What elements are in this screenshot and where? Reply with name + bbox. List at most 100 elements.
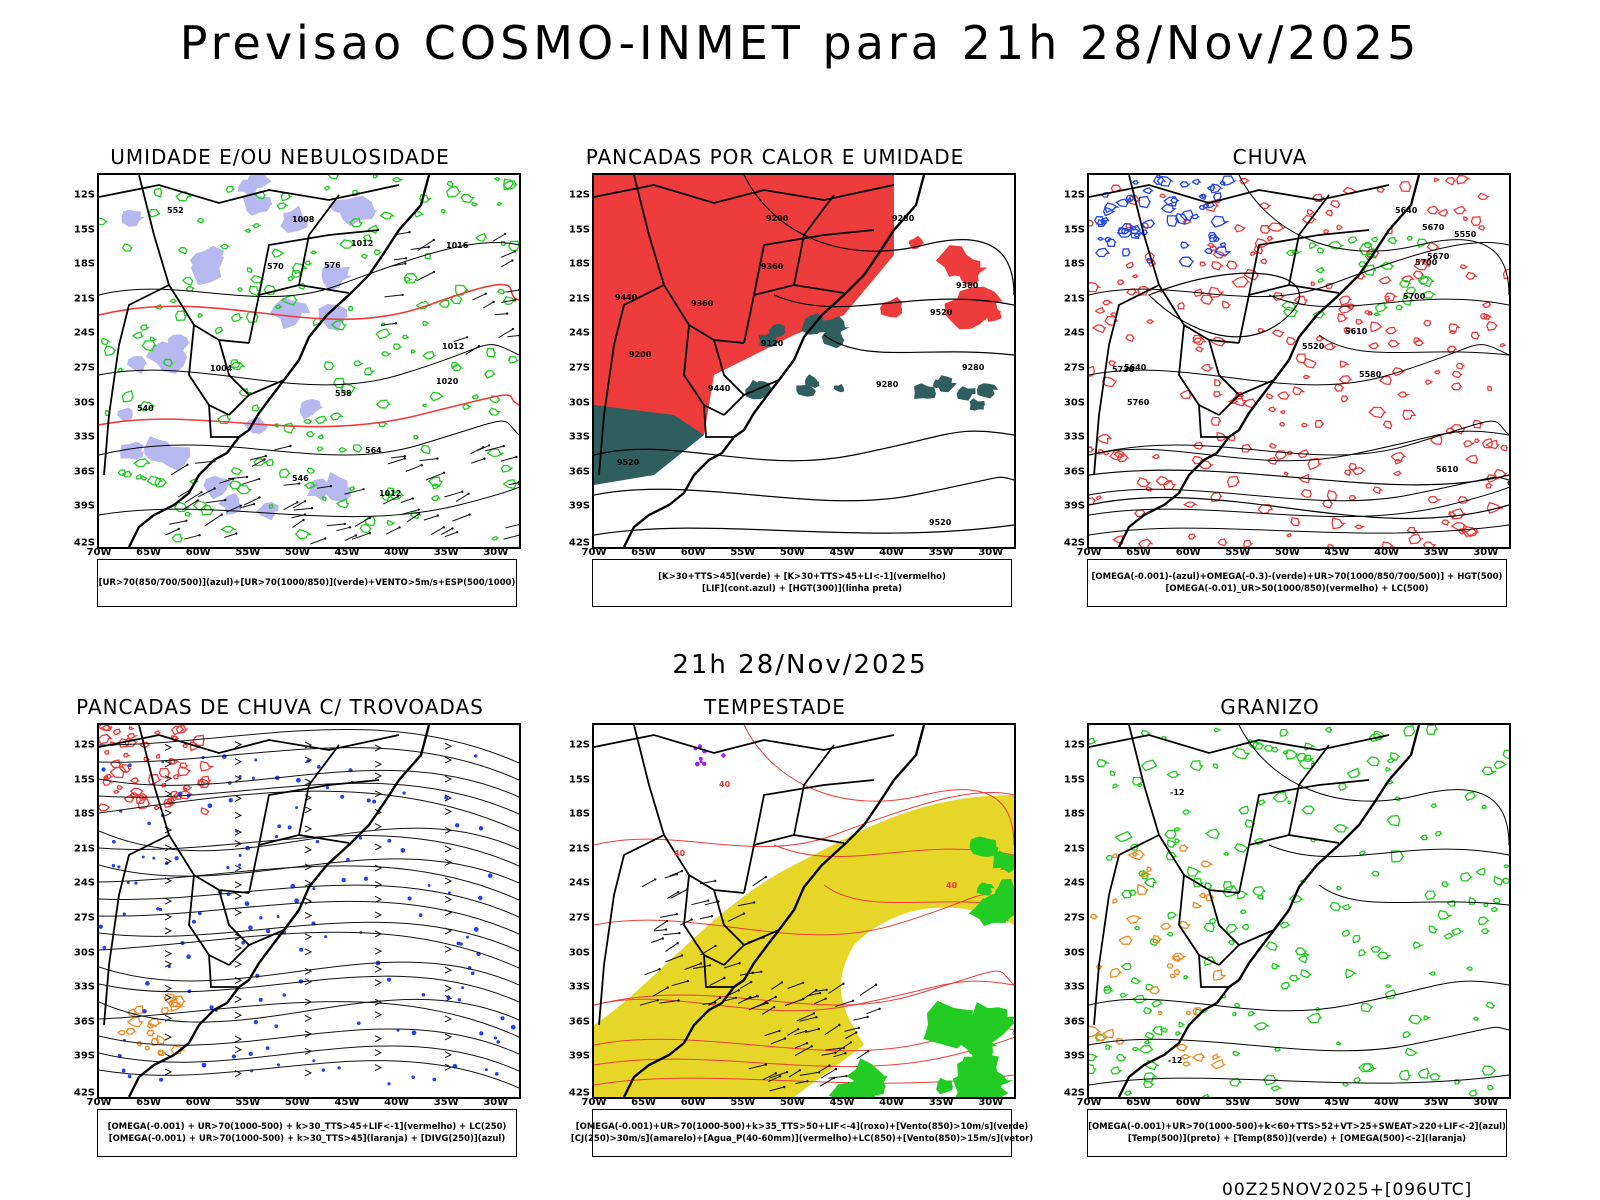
temperature-contour-850hpa [1298,758,1317,770]
rain-area-red [1338,295,1353,306]
divergence-point [427,884,431,887]
humidity-area-low [314,415,328,425]
rain-area-red [1444,176,1457,186]
rain-area-red [1277,391,1291,400]
temperature-contour-850hpa [1398,1069,1412,1081]
wind-vector [292,519,304,528]
strong-wind-area [952,1070,1009,1097]
wind-vector-850hpa [665,942,678,953]
wind-vector-850hpa [788,1069,801,1078]
rain-area-red [1477,192,1490,201]
divergence-point [265,1046,270,1050]
humidity-area-low [391,176,404,183]
panel-granizo: GRANIZO 12S 15S 18S 21S 24S 27S 30S 33S 36S 39S 42… [1035,695,1511,1175]
instability-area-red [980,302,1002,322]
rain-area-red [1271,329,1285,338]
wind-vector [494,313,508,316]
wind-vector-850hpa-head [818,991,822,995]
legend-box: [UR>70(850/700/500)](azul)+[UR>70(1000/8… [97,559,517,607]
rain-area-red [1310,281,1316,286]
temperature-contour-850hpa [1105,854,1114,861]
humidity-area-low [252,222,262,229]
humidity-area-low [349,218,363,228]
rain-area-red [1279,421,1286,427]
rain-area-red [1214,378,1222,387]
humidity-area-low [280,192,293,202]
rain-area-red [1338,375,1353,384]
wind-vector-850hpa-head [760,970,763,973]
temperature-contour-850hpa [1208,917,1217,924]
rain-area-red [1210,416,1222,426]
instability-area-green [935,375,957,393]
rain-area-red [1177,302,1186,310]
temperature-contour-500hpa [1238,725,1509,846]
rain-area-red [1367,310,1374,316]
streamline-250hpa-arrow [444,845,453,853]
rain-area-green [1395,304,1405,311]
lat-tick-label: 24S [73,877,95,889]
omega-area-orange [1169,973,1177,979]
temperature-contour-850hpa [1202,1093,1210,1097]
rain-area-red [1285,336,1297,346]
divergence-point [444,795,449,800]
strong-wind-area [976,882,995,896]
rain-area-blue [1102,206,1117,217]
humidity-area-low [420,444,431,455]
lon-tick-label: 65W [631,1097,657,1108]
wind-vector-850hpa [845,1032,857,1039]
temperature-contour-850hpa [1143,1072,1158,1083]
humidity-area-low [174,310,188,321]
temperature-contour-850hpa [1231,1011,1238,1017]
state-border [298,194,340,286]
wind-vector-850hpa [805,1028,820,1033]
temperature-contour-850hpa [1109,769,1116,777]
wind-vector-850hpa-head [774,995,777,999]
wind-vector [470,446,484,455]
temperature-contour-850hpa [1103,986,1114,994]
wind-vector-head [513,250,516,253]
wind-vector-850hpa-head [810,1045,813,1048]
panel-title: CHUVA [1232,145,1308,169]
wind-vector-850hpa [764,1030,780,1037]
state-border [248,834,350,894]
humidity-area-low [230,467,243,476]
wind-vector-850hpa [641,878,656,888]
contour-label: 1016 [446,241,469,250]
map-canvas: -12-12 [1089,725,1509,1097]
divergence-point [478,826,484,831]
wind-vector-head [200,491,203,494]
lat-tick-label: 33S [73,981,95,993]
rain-area-blue [1142,187,1154,195]
humidity-area-low [305,430,316,438]
precipitable-water-contour [594,980,1014,1012]
wind-vector [423,515,438,521]
state-border [598,284,665,476]
contour-label: 40 [674,849,686,858]
wind-vector [500,251,515,258]
temperature-contour-850hpa [1143,1006,1153,1015]
state-border [1218,379,1275,416]
lat-tick-label: 12S [73,739,95,751]
lon-tick-label: 35W [928,547,954,558]
lat-tick-label: 39S [73,500,95,512]
humidity-area-upper [120,441,144,460]
rain-area-red [1095,433,1113,445]
wind-vector-850hpa [769,1086,785,1092]
wind-vector-head [329,484,333,488]
humidity-area-upper [143,436,173,463]
streamline-250hpa-arrow [164,857,173,865]
wind-vector-head [404,257,408,260]
temperature-contour-850hpa [1475,867,1486,876]
wind-vector-head [461,490,464,493]
rain-area-red [1199,261,1207,267]
wind-vector-850hpa [749,971,762,975]
height-contour-500hpa [1089,496,1509,520]
contour-label: 9280 [876,380,899,389]
state-border [1208,339,1240,396]
legend-box: [OMEGA(-0.001)+UR>70(1000-500)+k<60+TTS>… [1087,1109,1507,1157]
humidity-area-low [153,187,162,198]
rain-area-blue [1206,184,1216,191]
temperature-contour-850hpa [1272,791,1289,803]
lat-tick-label: 12S [568,189,590,201]
